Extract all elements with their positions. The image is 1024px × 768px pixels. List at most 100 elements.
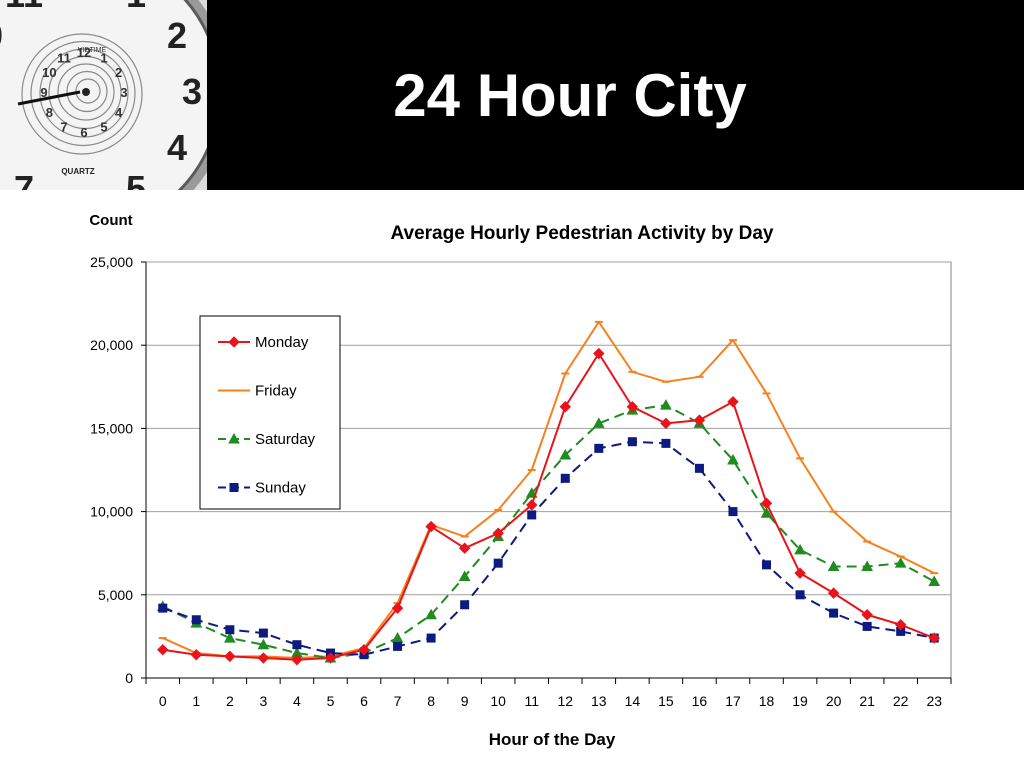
clock-brand-top: VIDTIME — [78, 47, 107, 54]
clock-outer-numeral: 4 — [167, 127, 187, 168]
data-point-monday — [861, 609, 873, 621]
data-point-sunday — [158, 603, 168, 613]
clock-outer-numeral: 6 — [70, 183, 90, 190]
data-point-monday — [894, 619, 907, 631]
clock-center — [82, 88, 90, 96]
data-point-saturday — [425, 608, 437, 620]
x-tick-label: 17 — [725, 693, 741, 709]
clock-inner-numeral: 2 — [115, 65, 122, 80]
data-point-monday — [291, 653, 303, 666]
spiral-ring — [48, 55, 122, 130]
y-tick-label: 25,000 — [90, 254, 133, 270]
data-point-saturday — [827, 560, 840, 572]
x-tick-label: 16 — [692, 693, 708, 709]
data-point-sunday — [527, 510, 537, 520]
clock-inner-numeral: 6 — [80, 125, 87, 140]
data-point-sunday — [795, 590, 805, 600]
clock-inner-numeral: 7 — [60, 120, 67, 135]
data-point-monday — [827, 587, 840, 599]
clock-outer-numeral: 7 — [14, 168, 34, 190]
data-point-saturday — [928, 575, 941, 586]
data-point-sunday — [560, 473, 570, 483]
legend-label-friday: Friday — [255, 383, 297, 400]
y-tick-label: 10,000 — [90, 504, 133, 520]
clock-hand — [17, 90, 81, 106]
data-point-monday — [492, 527, 504, 539]
legend-marker-monday — [228, 336, 240, 348]
data-point-monday — [358, 644, 370, 656]
x-tick-label: 19 — [792, 693, 808, 709]
x-tick-label: 9 — [461, 693, 469, 709]
x-tick-label: 21 — [859, 693, 875, 709]
data-point-saturday — [894, 557, 907, 568]
clock-inner-numeral: 12 — [77, 45, 91, 60]
series-line-monday — [162, 352, 935, 661]
clock-inner-numeral: 5 — [100, 120, 107, 135]
data-point-sunday — [728, 507, 738, 517]
legend-label-sunday: Sunday — [255, 480, 306, 497]
x-tick-label: 1 — [192, 693, 200, 709]
data-point-sunday — [862, 621, 872, 631]
spiral-ring — [75, 78, 101, 104]
x-tick-label: 3 — [259, 693, 267, 709]
data-point-sunday — [493, 558, 503, 568]
x-tick-label: 11 — [524, 693, 539, 709]
data-point-saturday — [559, 448, 572, 460]
data-point-monday — [727, 396, 739, 408]
x-tick-label: 15 — [658, 693, 674, 709]
x-tick-label: 0 — [159, 693, 167, 709]
legend-marker-sunday — [229, 483, 239, 492]
clock-inner-numeral: 3 — [120, 85, 127, 100]
data-point-sunday — [594, 443, 604, 453]
data-point-monday — [157, 644, 169, 656]
data-point-sunday — [426, 633, 436, 643]
slide-title: 24 Hour City — [393, 62, 747, 129]
legend-label-monday: Monday — [255, 334, 309, 351]
data-point-sunday — [694, 463, 704, 473]
data-point-saturday — [458, 570, 471, 581]
x-tick-label: 13 — [591, 693, 607, 709]
series-sunday — [158, 437, 939, 660]
x-tick-label: 18 — [759, 693, 775, 709]
data-point-saturday — [861, 560, 873, 572]
data-point-monday — [626, 401, 639, 413]
spiral-ring — [21, 33, 143, 155]
data-point-monday — [324, 652, 337, 664]
data-point-sunday — [829, 608, 839, 618]
data-point-monday — [593, 347, 605, 360]
data-point-monday — [257, 652, 270, 664]
data-point-monday — [693, 414, 706, 426]
data-point-saturday — [257, 638, 270, 650]
clock-brand-bottom: QUARTZ — [61, 167, 94, 176]
data-point-sunday — [225, 625, 235, 635]
y-tick-label: 20,000 — [90, 337, 133, 353]
series-line-saturday — [162, 404, 935, 660]
data-point-sunday — [393, 641, 403, 651]
x-axis-title: Hour of the Day — [489, 730, 616, 749]
spiral-clock-image: 121234567891011121234567891011VIDTIMEQUA… — [0, 0, 207, 190]
clock-inner-numeral: 4 — [115, 105, 123, 120]
data-point-saturday — [727, 453, 739, 465]
data-point-sunday — [460, 600, 470, 610]
spiral-ring — [57, 63, 115, 121]
series-monday — [157, 347, 940, 666]
legend-label-saturday: Saturday — [255, 431, 316, 448]
clock-outer-numeral: 11 — [5, 0, 43, 15]
x-tick-label: 22 — [893, 693, 909, 709]
data-point-monday — [760, 497, 773, 509]
clock-outer-numeral: 5 — [126, 168, 146, 190]
clock-outer-numeral: 2 — [167, 15, 187, 56]
x-tick-label: 2 — [226, 693, 234, 709]
x-tick-label: 6 — [360, 693, 368, 709]
data-point-saturday — [224, 632, 236, 643]
clock-outer-numeral: 10 — [0, 15, 3, 56]
data-point-monday — [224, 650, 236, 663]
legend-box — [199, 315, 341, 510]
x-tick-label: 8 — [427, 693, 435, 709]
clock-outer-numeral: 3 — [182, 71, 202, 112]
data-point-saturday — [660, 399, 672, 410]
x-tick-label: 20 — [826, 693, 842, 709]
clock-inner-numeral: 11 — [57, 50, 71, 65]
data-point-sunday — [661, 438, 671, 448]
clock-inner-numeral: 8 — [46, 105, 53, 120]
